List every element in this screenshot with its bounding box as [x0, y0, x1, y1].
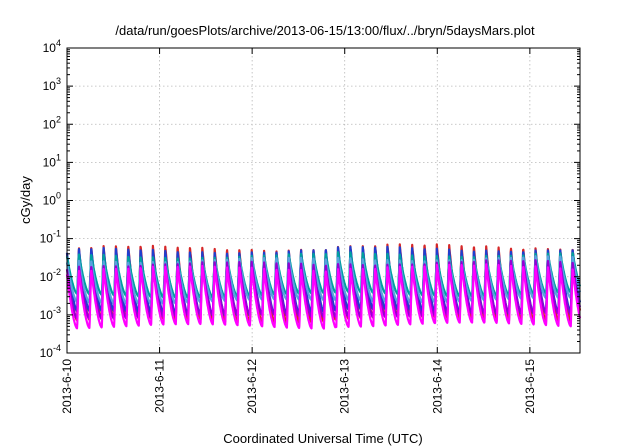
y-axis-title: cGy/day [18, 176, 33, 224]
series-line [65, 263, 582, 330]
y-tick-label: 10-4 [40, 343, 61, 360]
y-tick-label: 102 [43, 114, 61, 131]
y-tick-label: 104 [43, 38, 61, 55]
x-tick-label: 2013-6-12 [245, 359, 259, 414]
series-layer [65, 243, 582, 330]
x-tick-label: 2013-6-15 [523, 359, 537, 414]
y-tick-label: 101 [43, 152, 61, 169]
x-axis-title: Coordinated Universal Time (UTC) [223, 431, 422, 446]
y-tick-label: 10-3 [40, 305, 61, 322]
y-tick-label: 10-1 [40, 229, 61, 246]
y-tick-label: 10-2 [40, 267, 61, 284]
x-tick-label: 2013-6-10 [60, 359, 74, 414]
x-tick-label: 2013-6-11 [153, 359, 167, 413]
y-tick-label: 103 [43, 76, 61, 93]
y-tick-label: 100 [43, 191, 61, 208]
y-axis: 10-4 10-3 10-2 10-1 100 101 102 103 104 [40, 38, 580, 360]
chart-title: /data/run/goesPlots/archive/2013-06-15/1… [115, 23, 535, 38]
grid [67, 48, 580, 353]
x-tick-label: 2013-6-14 [430, 359, 444, 414]
x-tick-label: 2013-6-13 [338, 359, 352, 414]
x-axis: 2013-6-10 2013-6-11 2013-6-12 2013-6-13 2013… [60, 48, 537, 414]
